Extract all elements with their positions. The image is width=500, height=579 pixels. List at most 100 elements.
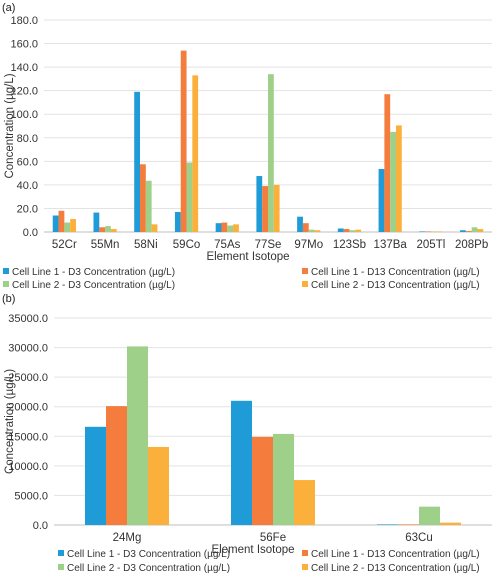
y-tick-label: 25000.0 xyxy=(8,372,48,384)
x-tick-label: 58Ni xyxy=(134,239,158,251)
y-tick-label: 0.0 xyxy=(23,227,38,239)
x-tick-label: 55Mn xyxy=(91,239,120,251)
bar xyxy=(440,522,461,525)
bar xyxy=(419,231,426,232)
bar xyxy=(297,216,303,232)
bar xyxy=(227,225,234,232)
legend-swatch xyxy=(3,268,9,274)
bar xyxy=(378,168,385,232)
bar xyxy=(419,506,440,525)
bar xyxy=(398,524,419,525)
chart-a: (a) 0.0 20.0 40.0 60.0 80.0 100.0 120.0 140.0 160… xyxy=(2,2,492,291)
y-axis-title: Concentration (µg/L) xyxy=(4,73,16,178)
bar xyxy=(186,162,193,232)
x-axis-title: Element Isotope xyxy=(206,251,289,263)
bar xyxy=(110,229,117,232)
legend-swatch xyxy=(58,564,64,570)
bar xyxy=(252,436,273,525)
legend-label: Cell Line 2 - D3 Concentration (µg/L) xyxy=(67,563,230,574)
bar xyxy=(85,426,106,525)
bar xyxy=(148,446,169,525)
x-tick-label: 137Ba xyxy=(374,239,408,251)
legend-label: Cell Line 2 - D3 Concentration (µg/L) xyxy=(12,280,175,291)
bar xyxy=(294,480,315,525)
y-tick-label: 15000.0 xyxy=(8,431,48,443)
y-tick-label: 180.0 xyxy=(10,15,38,27)
bar xyxy=(390,131,396,232)
x-tick-label: 59Co xyxy=(173,239,201,251)
bar xyxy=(151,224,158,232)
y-tick-label: 20000.0 xyxy=(8,402,48,414)
x-tick-label: 97Mo xyxy=(294,239,323,251)
y-tick-label: 140.0 xyxy=(10,62,38,74)
bar xyxy=(52,215,59,232)
x-tick-label: 208Pb xyxy=(455,239,488,251)
bar xyxy=(314,230,321,232)
bar xyxy=(384,94,391,232)
y-tick-label: 10000.0 xyxy=(8,461,48,473)
y-tick-label: 80.0 xyxy=(17,133,38,145)
bar xyxy=(302,223,309,232)
bar xyxy=(395,125,402,232)
legend-label: Cell Line 1 - D13 Concentration (µg/L) xyxy=(311,549,480,560)
y-axis-title: Concentration (µg/L) xyxy=(4,369,16,474)
bar xyxy=(337,228,344,232)
bar xyxy=(174,211,181,232)
bar xyxy=(349,230,356,232)
bar xyxy=(425,231,431,232)
bar xyxy=(471,227,478,232)
bar xyxy=(215,223,222,232)
bar xyxy=(430,231,437,232)
bar xyxy=(268,74,274,232)
bar xyxy=(64,222,71,232)
bar xyxy=(105,226,111,232)
x-tick-label: 63Cu xyxy=(405,532,433,544)
y-tick-label: 120.0 xyxy=(10,86,38,98)
bar xyxy=(273,433,294,525)
y-tick-label: 20.0 xyxy=(17,203,38,215)
bar xyxy=(145,180,152,232)
x-tick-label: 75As xyxy=(214,239,240,251)
bar xyxy=(256,176,263,232)
legend-label: Cell Line 2 - D13 Concentration (µg/L) xyxy=(311,563,480,574)
legend-label: Cell Line 1 - D3 Concentration (µg/L) xyxy=(67,549,230,560)
bar xyxy=(262,186,268,232)
bar xyxy=(343,229,350,232)
x-axis-title: Element Isotope xyxy=(211,544,294,556)
bar xyxy=(180,50,187,232)
bar xyxy=(58,210,65,232)
y-tick-label: 60.0 xyxy=(17,156,38,168)
bar xyxy=(70,219,76,232)
y-tick-label: 5000.0 xyxy=(14,490,48,502)
bar xyxy=(93,212,100,232)
chart-b: (b) 0.0 5000.0 10000.0 15000.0 20000.0 25000.0… xyxy=(2,293,492,574)
x-tick-label: 56Fe xyxy=(260,532,286,544)
y-tick-label: 160.0 xyxy=(10,39,38,51)
legend-swatch xyxy=(302,268,308,274)
x-tick-label: 52Cr xyxy=(52,239,77,251)
y-tick-label: 40.0 xyxy=(17,180,38,192)
y-tick-label: 30000.0 xyxy=(8,343,48,355)
y-tick-label: 0.0 xyxy=(33,520,48,532)
legend-swatch xyxy=(58,550,64,556)
bar xyxy=(192,75,199,232)
bar xyxy=(355,229,362,232)
bar xyxy=(231,400,252,525)
bar xyxy=(140,164,146,232)
legend-label: Cell Line 1 - D3 Concentration (µg/L) xyxy=(12,267,175,278)
bar xyxy=(436,231,443,232)
bar xyxy=(477,229,484,232)
bar xyxy=(465,231,472,232)
y-tick-label: 35000.0 xyxy=(8,313,48,325)
bar xyxy=(308,229,315,232)
bar xyxy=(134,91,141,232)
panel-label: (a) xyxy=(2,2,15,14)
bar xyxy=(377,524,398,525)
x-tick-label: 205Tl xyxy=(417,239,446,251)
legend-swatch xyxy=(302,564,308,570)
bar xyxy=(106,406,127,525)
x-tick-label: 77Se xyxy=(255,239,282,251)
bar xyxy=(221,222,228,232)
legend-label: Cell Line 2 - D13 Concentration (µg/L) xyxy=(311,280,480,291)
